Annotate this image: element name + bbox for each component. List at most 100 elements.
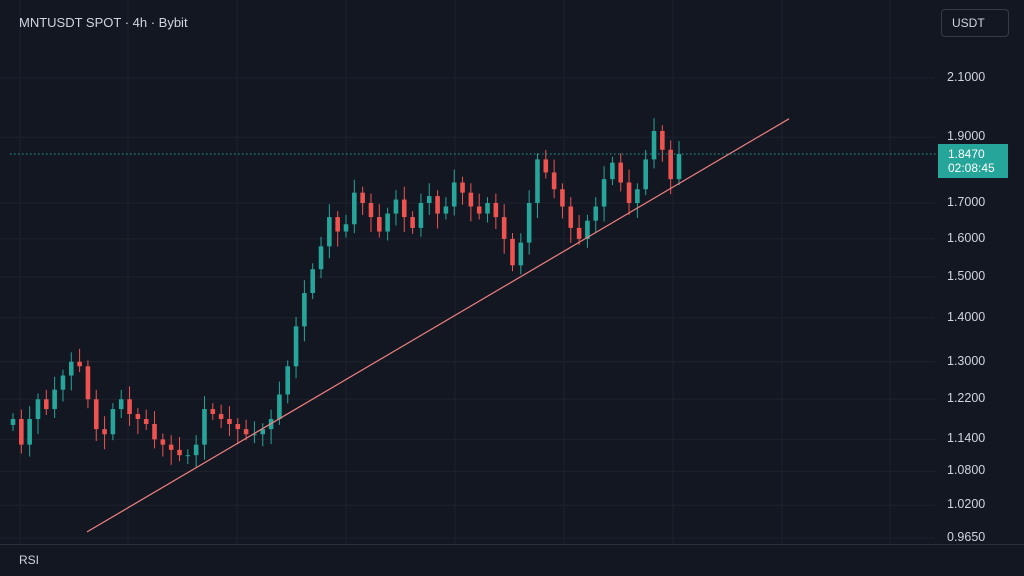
candle-body bbox=[318, 246, 324, 270]
candle-body bbox=[44, 399, 49, 410]
candle-body bbox=[551, 172, 557, 190]
candle-body bbox=[210, 409, 216, 415]
rsi-label: RSI bbox=[19, 553, 40, 567]
candle-body bbox=[485, 203, 490, 214]
candle-body bbox=[568, 206, 574, 228]
candle-body bbox=[610, 162, 615, 180]
price-axis-label: 1.0800 bbox=[947, 463, 986, 478]
candle-body bbox=[60, 375, 66, 390]
candle-body bbox=[626, 182, 632, 204]
candle-body bbox=[426, 196, 432, 204]
candle-body bbox=[418, 203, 424, 228]
candle-body bbox=[585, 220, 590, 239]
candle-body bbox=[218, 414, 224, 420]
candle-body bbox=[501, 217, 507, 239]
price-axis-label: 1.3000 bbox=[947, 353, 986, 368]
candle-body bbox=[110, 409, 116, 435]
candle-body bbox=[202, 409, 207, 445]
currency-button[interactable]: USDT bbox=[941, 9, 1009, 37]
candle-body bbox=[435, 196, 440, 214]
price-axis-label: 1.6000 bbox=[947, 230, 986, 245]
candle-body bbox=[327, 217, 332, 247]
price-axis-label: 1.5000 bbox=[947, 269, 986, 284]
price-axis-label: 1.0200 bbox=[947, 497, 986, 512]
candlestick-series bbox=[10, 118, 682, 468]
candle-body bbox=[526, 203, 532, 243]
candle-body bbox=[377, 217, 382, 232]
candle-body bbox=[277, 394, 282, 420]
candle-body bbox=[93, 399, 99, 430]
candle-body bbox=[510, 238, 515, 266]
candle-body bbox=[368, 203, 374, 218]
rsi-panel[interactable]: RSI bbox=[0, 544, 1024, 576]
candle-body bbox=[476, 206, 482, 214]
candle-body bbox=[393, 199, 399, 214]
candle-body bbox=[77, 361, 82, 367]
candle-body bbox=[19, 419, 24, 445]
candle-body bbox=[535, 159, 540, 204]
candle-body bbox=[102, 429, 107, 435]
candle-body bbox=[643, 159, 648, 190]
candle-body bbox=[443, 206, 449, 214]
candle-body bbox=[68, 361, 74, 376]
candle-body bbox=[385, 213, 390, 232]
candle-body bbox=[343, 224, 349, 232]
candle-body bbox=[118, 399, 124, 410]
candle-body bbox=[285, 366, 291, 395]
candle-body bbox=[10, 419, 16, 425]
candle-body bbox=[227, 419, 232, 425]
current-price-badge: 1.8470 02:08:45 bbox=[938, 144, 1008, 178]
candle-body bbox=[335, 217, 340, 232]
price-axis-label: 1.9000 bbox=[947, 129, 986, 144]
candle-body bbox=[193, 444, 199, 456]
candle-body bbox=[401, 199, 407, 218]
candle-body bbox=[85, 366, 91, 400]
candle-body bbox=[651, 131, 657, 160]
candle-body bbox=[618, 162, 624, 183]
candle-body bbox=[676, 153, 682, 180]
candle-body bbox=[243, 429, 249, 435]
candle-body bbox=[352, 192, 357, 225]
currency-button-label: USDT bbox=[952, 16, 985, 30]
candle-body bbox=[293, 326, 299, 367]
candle-body bbox=[177, 449, 182, 456]
price-axis-label: 0.9650 bbox=[947, 530, 986, 544]
candle-body bbox=[576, 227, 582, 239]
chart-title: MNTUSDT SPOT · 4h · Bybit bbox=[19, 15, 188, 30]
candle-body bbox=[52, 389, 57, 410]
candle-body bbox=[135, 414, 141, 420]
current-price-value: 1.8470 bbox=[948, 147, 985, 161]
candle-body bbox=[168, 444, 174, 450]
candle-body bbox=[460, 182, 465, 193]
candle-body bbox=[543, 159, 549, 173]
candle-body bbox=[310, 269, 315, 294]
candle-body bbox=[493, 203, 499, 218]
candle-body bbox=[27, 419, 32, 445]
candle-body bbox=[635, 189, 640, 204]
candle-body bbox=[152, 424, 157, 440]
candle-body bbox=[468, 192, 474, 207]
candle-body bbox=[143, 419, 149, 425]
price-axis-label: 1.4000 bbox=[947, 309, 986, 324]
candle-body bbox=[302, 293, 307, 327]
candle-body bbox=[252, 434, 257, 436]
price-axis-label: 2.1000 bbox=[947, 70, 986, 84]
trend-line[interactable] bbox=[86, 118, 790, 533]
candle-body bbox=[235, 424, 241, 430]
candle-body bbox=[410, 217, 415, 228]
price-axis-label: 1.2200 bbox=[947, 391, 986, 406]
price-axis-label: 1.1400 bbox=[947, 431, 986, 446]
price-axis-label: 1.7000 bbox=[947, 195, 986, 209]
candle-body bbox=[35, 399, 41, 420]
candle-body bbox=[260, 429, 266, 435]
candle-body bbox=[660, 131, 665, 150]
candle-body bbox=[593, 206, 599, 221]
candle-countdown: 02:08:45 bbox=[948, 161, 995, 175]
candle-body bbox=[160, 439, 166, 445]
candle-body bbox=[668, 149, 673, 180]
candle-body bbox=[127, 399, 132, 415]
candle-body bbox=[360, 192, 365, 204]
candle-body bbox=[518, 242, 524, 266]
candle-body bbox=[601, 179, 607, 207]
